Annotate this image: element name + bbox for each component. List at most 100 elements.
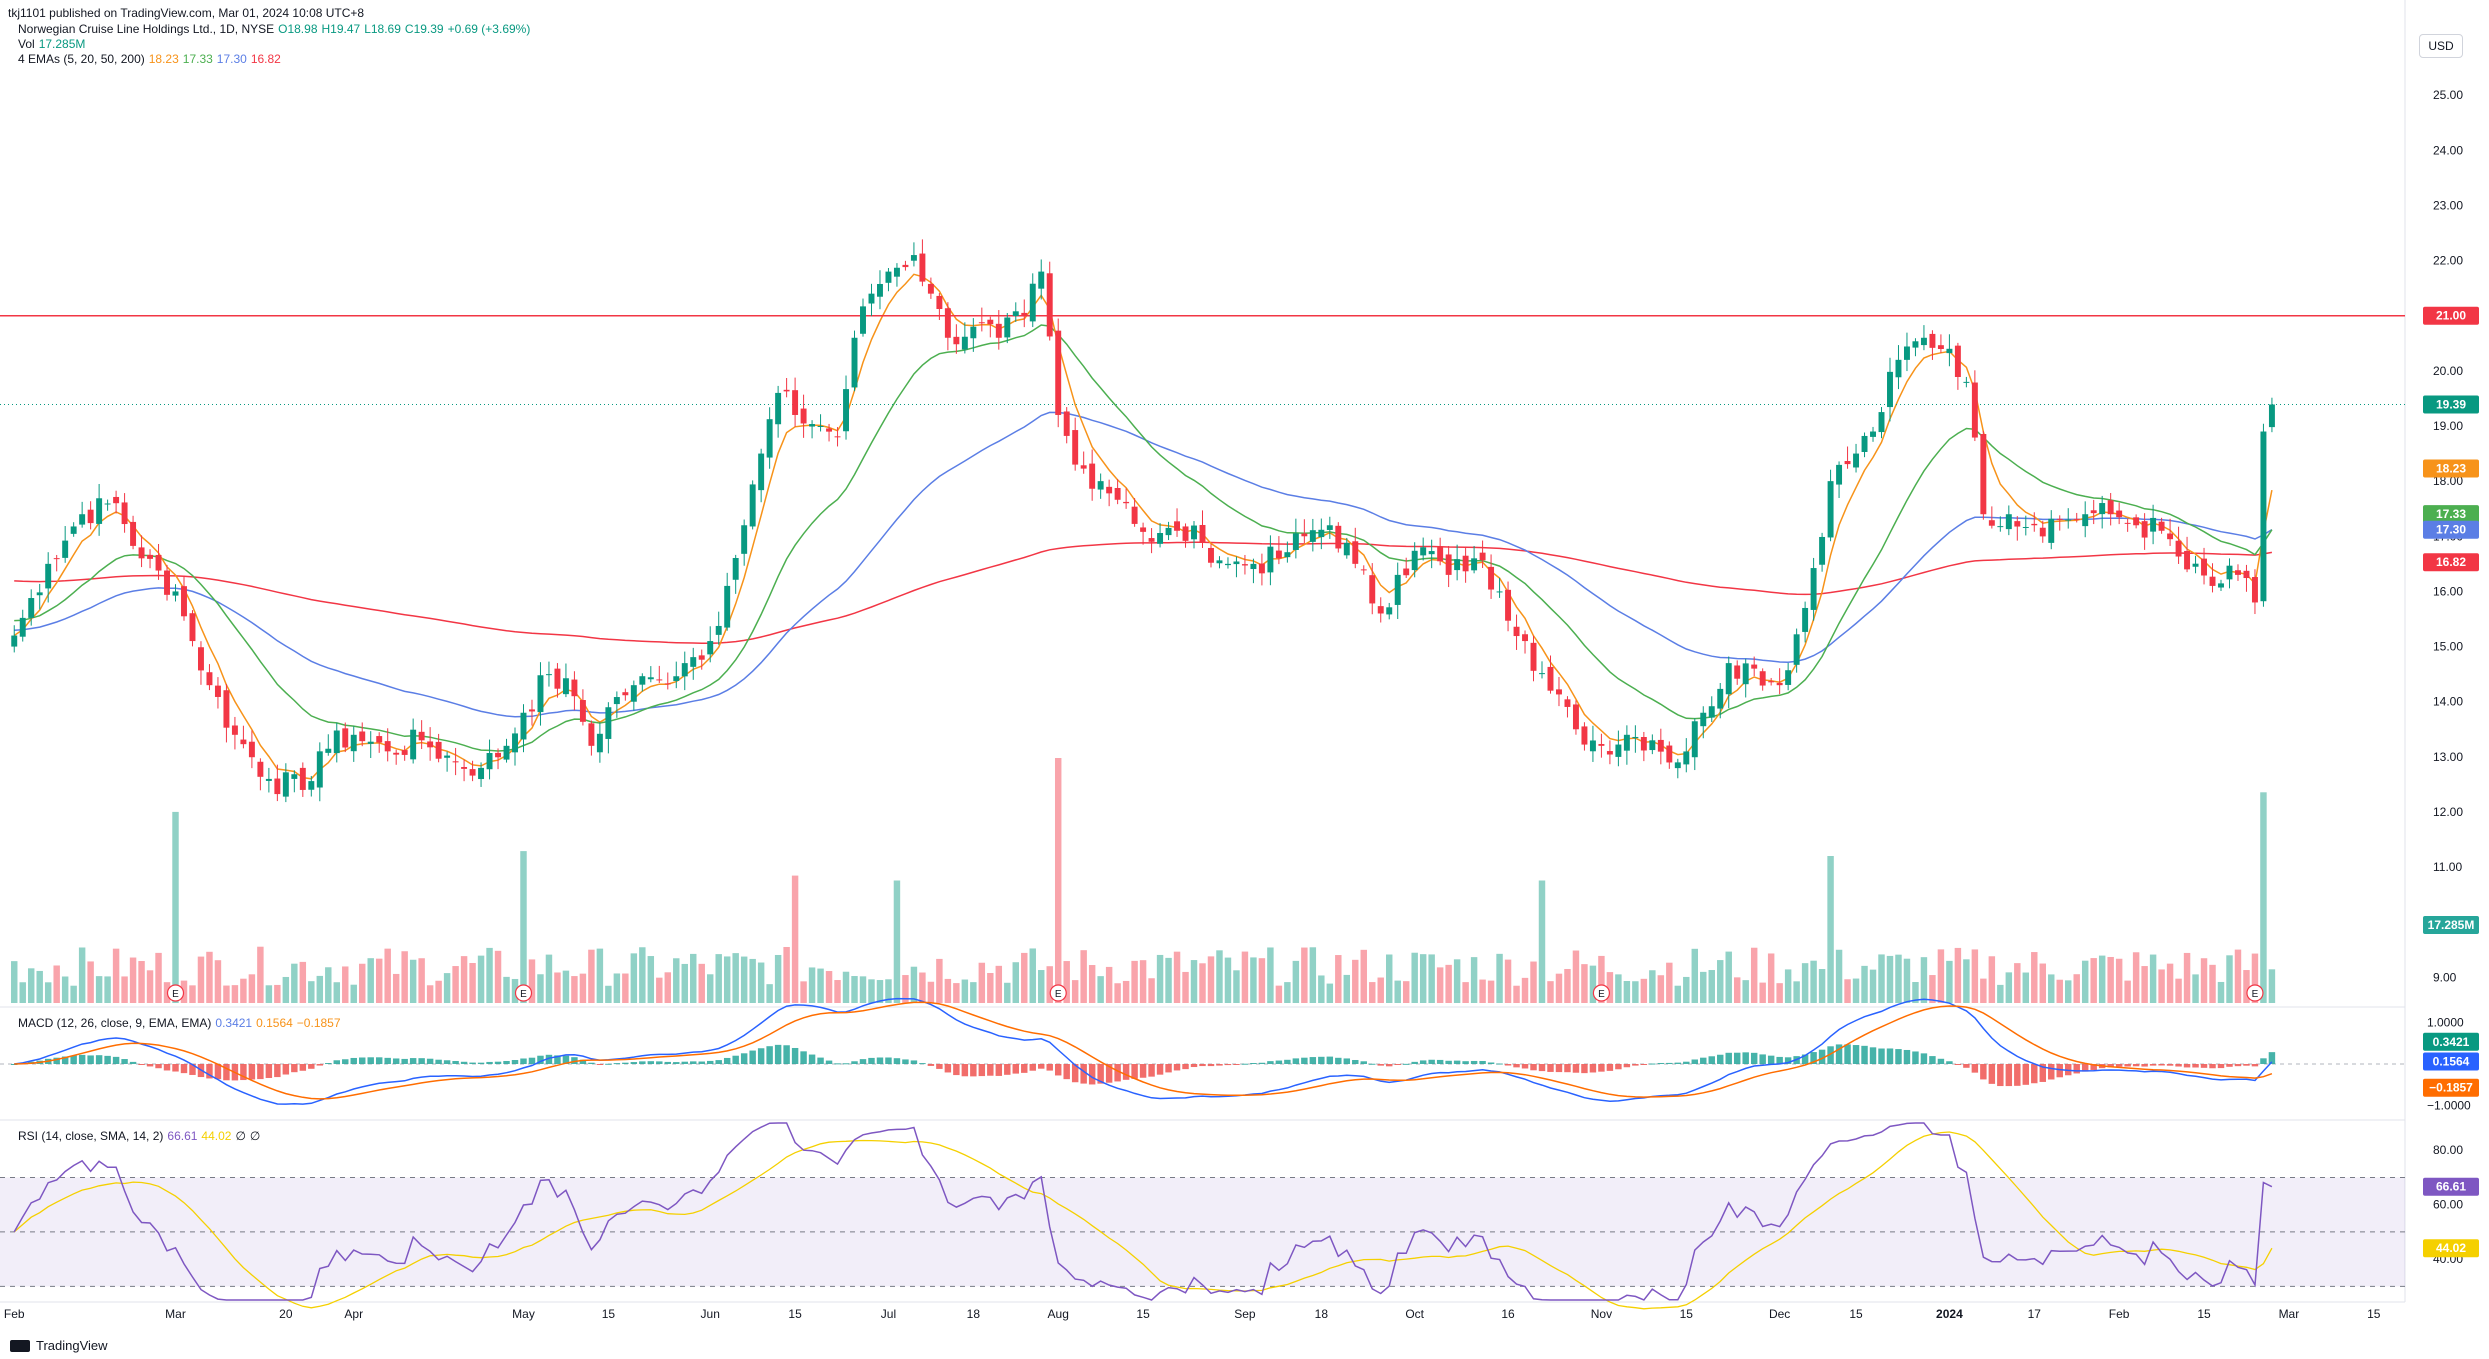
candle-body — [834, 436, 841, 438]
macd-hist-bar — [1937, 1058, 1945, 1064]
ohlc-low: L18.69 — [364, 22, 401, 36]
macd-hist-bar — [2031, 1064, 2038, 1084]
macd-hist-bar — [367, 1057, 374, 1064]
macd-hist-bar — [146, 1064, 154, 1067]
volume-bar — [537, 974, 544, 1003]
ema-label[interactable]: 4 EMAs (5, 20, 50, 200) — [18, 52, 145, 66]
macd-hist-bar — [1479, 1060, 1486, 1064]
candle-body — [1437, 546, 1444, 562]
macd-hist-bar — [1411, 1061, 1418, 1064]
volume-bar — [1080, 950, 1087, 1003]
macd-hist-bar — [1708, 1056, 1715, 1064]
volume-bar — [1954, 947, 1962, 1003]
ema200-value: 16.82 — [250, 52, 281, 66]
volume-bar — [1835, 949, 1843, 1003]
candle-body — [1080, 465, 1087, 469]
candle-body — [147, 554, 154, 559]
ema5-tag-bg — [2423, 459, 2479, 478]
candle-body — [1496, 591, 1503, 593]
macd-hist-bar — [282, 1064, 290, 1075]
candle-body — [393, 752, 400, 755]
ema50-tag-bg — [2423, 520, 2479, 539]
date-tick-label: May — [512, 1307, 535, 1321]
ema-legend: 4 EMAs (5, 20, 50, 200) 18.23 17.33 17.3… — [18, 52, 281, 66]
price-tick-label: 11.00 — [2433, 860, 2462, 874]
macd-hist-bar — [613, 1063, 621, 1065]
candle-body — [1530, 642, 1537, 671]
candle-body — [172, 591, 179, 596]
candle-body — [486, 753, 493, 770]
tradingview-logo[interactable]: TradingView — [10, 1338, 108, 1353]
date-tick-label: Feb — [4, 1307, 25, 1321]
volume-bar — [121, 976, 128, 1003]
candle-body — [1606, 751, 1613, 755]
candle-body — [1029, 283, 1036, 322]
macd-hist-bar — [1445, 1060, 1452, 1064]
candle-body — [715, 625, 722, 635]
candle-body — [121, 502, 128, 525]
candle-body — [1674, 762, 1681, 769]
macd-label[interactable]: MACD (12, 26, close, 9, EMA, EMA) — [18, 1016, 212, 1030]
candle-body — [410, 729, 417, 760]
macd-hist-bar — [2014, 1064, 2021, 1086]
volume-bar — [630, 953, 638, 1003]
currency-button[interactable]: USD — [2419, 34, 2463, 58]
candle-body — [1717, 688, 1724, 709]
volume-bar — [486, 947, 493, 1003]
candle-body — [11, 635, 18, 647]
candle-body — [478, 767, 485, 780]
candle-body — [2065, 519, 2072, 521]
rsi-label[interactable]: RSI (14, close, SMA, 14, 2) — [18, 1129, 164, 1143]
macd-hist-bar — [1165, 1064, 1172, 1073]
macd-hist-bar — [1742, 1052, 1749, 1064]
volume-bar — [987, 972, 994, 1003]
candle-body — [2005, 514, 2012, 530]
volume-bar — [189, 985, 196, 1003]
volume-bar — [579, 973, 587, 1003]
symbol-title[interactable]: Norwegian Cruise Line Holdings Ltd., 1D,… — [18, 22, 275, 36]
volume-bar — [1623, 981, 1631, 1003]
candle-body — [248, 741, 255, 758]
macd-hist-bar — [995, 1064, 1003, 1076]
volume-bar — [1742, 980, 1749, 1003]
volume-label[interactable]: Vol — [18, 37, 35, 51]
macd-signal-line — [14, 1001, 2273, 1100]
candle-body — [299, 767, 306, 790]
candle-body — [1038, 271, 1045, 289]
candle-body — [1462, 555, 1469, 572]
macd-hist-bar — [1581, 1064, 1588, 1074]
ema5-tag: 18.23 — [2436, 461, 2466, 475]
candle-body — [1836, 464, 1843, 485]
macd-hist-bar — [2141, 1064, 2148, 1067]
volume-bar — [1776, 983, 1783, 1003]
date-tick-label: Mar — [2279, 1307, 2300, 1321]
candle-body — [1275, 550, 1282, 559]
macd-hist-bar — [1750, 1052, 1758, 1064]
macd-hist-bar — [308, 1064, 315, 1069]
macd-hist-bar — [1903, 1049, 1911, 1064]
macd-hist-bar — [851, 1061, 858, 1064]
volume-bar — [257, 946, 264, 1003]
macd-hist-bar — [588, 1062, 595, 1064]
macd-hist-bar — [435, 1059, 442, 1064]
earnings-marker-icon: E — [1592, 984, 1611, 1002]
volume-bar — [1267, 947, 1274, 1003]
candle-body — [1114, 488, 1121, 500]
macd-hist-bar — [460, 1061, 468, 1064]
macd-hist-bar — [1428, 1059, 1435, 1064]
macd-hist-bar — [1241, 1063, 1249, 1065]
macd-hist-bar — [1946, 1061, 1953, 1064]
rsi-ma-value: 44.02 — [201, 1129, 232, 1143]
volume-bar — [1088, 965, 1096, 1003]
macd-hist-bar — [2226, 1064, 2233, 1067]
date-tick-label: Aug — [1048, 1307, 1069, 1321]
macd-hist-bar — [486, 1061, 493, 1064]
macd-hist-bar — [1233, 1064, 1240, 1065]
volume-bar — [876, 980, 884, 1003]
volume-bar — [1700, 971, 1707, 1003]
macd-hist-bar — [868, 1057, 875, 1064]
macd-hist-bar — [1012, 1064, 1019, 1074]
macd-hist-bar — [1912, 1051, 1919, 1064]
candle-body — [2192, 563, 2199, 567]
